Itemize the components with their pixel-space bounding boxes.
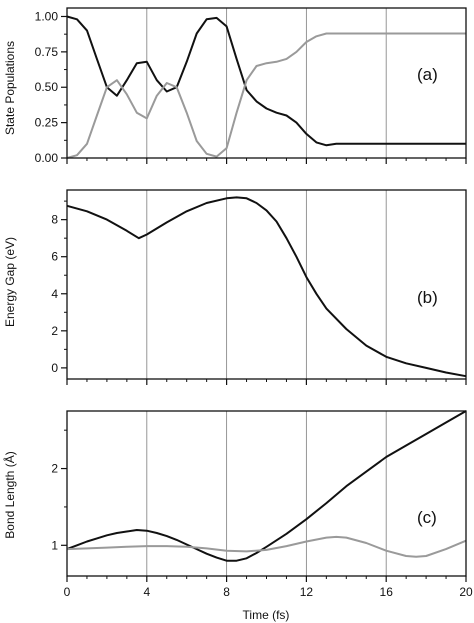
- y-tick-label-a-4: 1.00: [35, 9, 59, 23]
- y-tick-label-a-2: 0.50: [35, 80, 59, 94]
- x-tick-label-2: 8: [223, 585, 230, 599]
- y-tick-label-c-0: 1: [51, 538, 58, 552]
- panel-label-a: (a): [417, 65, 438, 84]
- plot-frame-b: [66, 189, 467, 380]
- y-axis-label-c: Bond Length (Å): [2, 451, 17, 538]
- y-tick-label-b-0: 0: [51, 361, 58, 375]
- x-axis-label: Time (fs): [243, 608, 290, 622]
- y-tick-label-a-0: 0.00: [35, 151, 59, 165]
- panel-label-b: (b): [417, 288, 438, 307]
- x-tick-label-4: 16: [380, 585, 394, 599]
- y-tick-label-b-4: 8: [51, 213, 58, 227]
- x-tick-label-1: 4: [143, 585, 150, 599]
- y-tick-label-b-3: 6: [51, 250, 58, 264]
- y-tick-label-c-1: 2: [51, 462, 58, 476]
- series-line-a-1: [66, 15, 466, 147]
- plot-frame-c: [66, 410, 467, 577]
- series-line-a-2: [66, 32, 466, 159]
- y-axis-label-b: Energy Gap (eV): [3, 237, 17, 327]
- x-tick-label-0: 0: [64, 585, 71, 599]
- y-tick-label-a-1: 0.25: [35, 116, 59, 130]
- series-line-c-2: [66, 535, 467, 558]
- y-tick-label-a-3: 0.75: [35, 45, 59, 59]
- y-tick-label-b-2: 4: [51, 287, 58, 301]
- y-tick-label-b-1: 2: [51, 324, 58, 338]
- x-tick-label-3: 12: [300, 585, 314, 599]
- series-line-c-1: [66, 410, 467, 562]
- x-tick-label-5: 20: [459, 585, 473, 599]
- series-line-b-1: [66, 196, 467, 378]
- plot-frame-a: [66, 7, 467, 159]
- y-axis-label-a: State Populations: [3, 41, 17, 135]
- panel-label-c: (c): [417, 508, 437, 527]
